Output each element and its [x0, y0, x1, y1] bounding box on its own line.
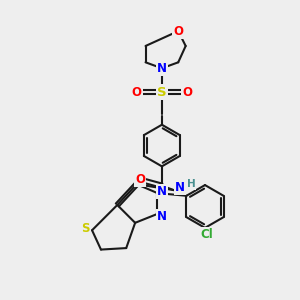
Text: Cl: Cl	[200, 228, 213, 241]
Text: N: N	[157, 62, 167, 75]
Text: O: O	[135, 173, 145, 186]
Text: O: O	[182, 85, 192, 98]
Text: S: S	[157, 85, 167, 98]
Text: N: N	[175, 181, 185, 194]
Text: O: O	[173, 25, 183, 38]
Text: N: N	[157, 185, 167, 198]
Text: H: H	[187, 179, 195, 189]
Text: S: S	[81, 222, 90, 235]
Text: N: N	[157, 210, 167, 223]
Text: O: O	[132, 85, 142, 98]
